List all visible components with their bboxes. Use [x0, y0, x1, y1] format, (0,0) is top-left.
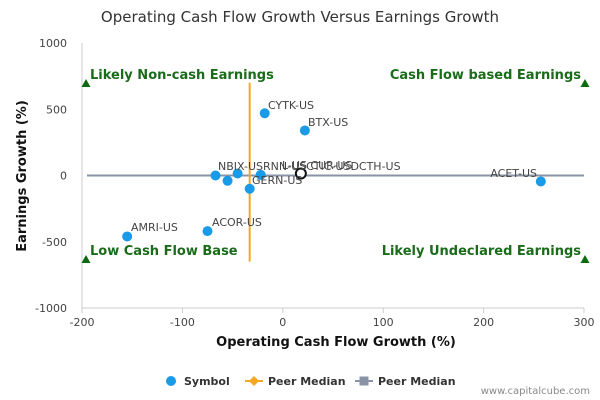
- label-acet-us: ACET-US: [490, 167, 537, 180]
- quadrant-triangle-marker: [81, 255, 91, 263]
- data-point-gern-us: [244, 183, 255, 194]
- legend-peer-median-diamond: [249, 376, 259, 386]
- x-tick-label: 300: [574, 316, 595, 329]
- y-axis-title: Earnings Growth (%): [15, 100, 30, 252]
- data-point-nbix-us: [210, 170, 221, 181]
- watermark: www.capitalcube.com: [481, 386, 590, 397]
- label-amri-us: AMRI-US: [131, 221, 178, 234]
- quadrant-triangle-marker: [580, 255, 590, 263]
- label-acor-us: ACOR-US: [212, 216, 262, 229]
- x-tick-label: 200: [473, 316, 494, 329]
- label-gern-us: GERN-US: [252, 174, 302, 187]
- data-point-cur-us: [294, 167, 307, 180]
- data-point-rnn-us: [222, 175, 233, 186]
- x-tick-label: 0: [279, 316, 286, 329]
- data-point-dcth-us: [255, 169, 266, 180]
- quadrant-label-bottom-left: Low Cash Flow Base: [90, 244, 238, 259]
- y-tick-label: -1000: [35, 302, 67, 315]
- label-cluster: NBIX-USRNN-USCTIC-USDCTH-US: [218, 160, 401, 173]
- chart-title: Operating Cash Flow Growth Versus Earnin…: [101, 8, 499, 26]
- quadrant-labels: Likely Non-cash Earnings Cash Flow based …: [81, 68, 590, 263]
- legend-peer-median-square: [359, 376, 369, 386]
- data-points: [122, 108, 546, 242]
- data-point-acet-us: [535, 176, 546, 187]
- x-axis-title: Operating Cash Flow Growth (%): [216, 335, 456, 350]
- axes: [81, 43, 585, 313]
- quadrant-triangle-marker: [81, 79, 91, 87]
- label-btx-us: BTX-US: [308, 116, 348, 129]
- y-tick-label: 1000: [39, 37, 67, 50]
- data-point-cytk-us: [259, 108, 270, 119]
- quadrant-triangle-marker: [580, 79, 590, 87]
- peer-median-lines: [87, 82, 584, 262]
- legend: Symbol Peer Median Peer Median: [166, 375, 456, 388]
- y-tick-label: 500: [46, 103, 67, 116]
- legend-symbol-label: Symbol: [184, 375, 230, 388]
- legend-symbol-marker: [166, 376, 176, 386]
- quadrant-label-top-left: Likely Non-cash Earnings: [90, 68, 274, 83]
- label-cytk-us: CYTK-US: [268, 99, 314, 112]
- legend-peer-median-label: Peer Median: [268, 375, 346, 388]
- data-point-acor-us: [202, 226, 213, 237]
- label-cur-us: L-US CUR-US: [282, 159, 352, 172]
- quadrant-label-top-right: Cash Flow based Earnings: [390, 68, 581, 83]
- data-point-amri-us: [122, 231, 133, 242]
- y-tick-label: 0: [60, 170, 67, 183]
- point-labels: CYTK-US BTX-US ACET-US NBIX-USRNN-USCTIC-US…: [131, 99, 537, 234]
- x-tick-label: -200: [70, 316, 95, 329]
- quadrant-label-bottom-right: Likely Undeclared Earnings: [382, 244, 582, 259]
- data-point-ctic-us: [232, 168, 243, 179]
- x-tick-label: 100: [373, 316, 394, 329]
- data-point-btx-us: [299, 125, 310, 136]
- y-tick-label: -500: [42, 236, 67, 249]
- legend-peer-median-label: Peer Median: [378, 375, 456, 388]
- x-tick-label: -100: [170, 316, 195, 329]
